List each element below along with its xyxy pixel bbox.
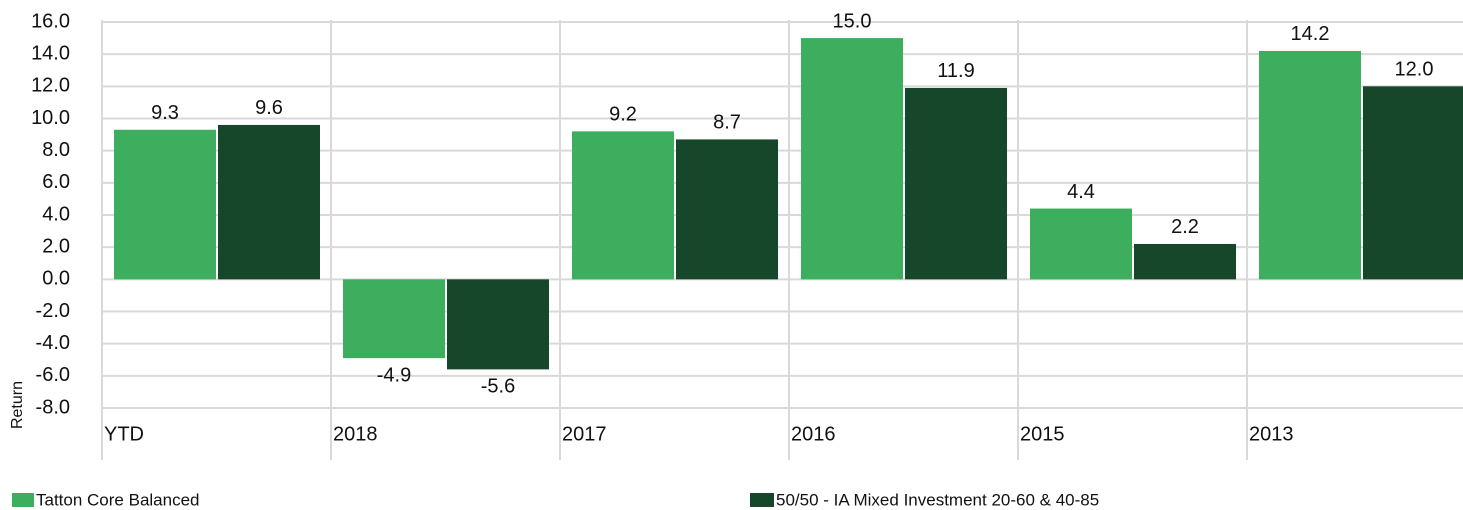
x-tick-label: 2013 [1249,423,1294,445]
bar [1030,208,1132,280]
data-label: 4.4 [1067,181,1095,203]
bar [905,87,1007,280]
y-tick-label: 8.0 [42,139,70,161]
bar [572,131,674,280]
y-axis-label: Return [9,381,26,429]
bar [218,124,320,280]
data-label: 15.0 [833,10,872,32]
x-tick-label: YTD [104,423,144,445]
legend-label: 50/50 - IA Mixed Investment 20-60 & 40-8… [776,490,1099,509]
data-label: 2.2 [1171,216,1199,238]
y-tick-label: 10.0 [31,107,70,129]
x-tick-label: 2017 [562,423,607,445]
y-tick-label: 0.0 [42,268,70,290]
data-label: 8.7 [713,112,741,134]
y-tick-label: -6.0 [36,364,70,386]
bar [1134,243,1236,280]
legend-swatch [750,493,774,507]
data-label: 9.3 [151,102,179,124]
y-tick-label: 4.0 [42,203,70,225]
y-tick-label: 14.0 [31,42,70,64]
x-tick-label: 2018 [333,423,378,445]
bar [1363,86,1463,280]
legend-label: Tatton Core Balanced [36,490,200,509]
y-tick-label: 12.0 [31,75,70,97]
bar [343,279,445,359]
y-tick-label: -8.0 [36,396,70,418]
bar [676,139,778,280]
data-label: 12.0 [1395,59,1434,81]
data-label: 11.9 [937,60,974,82]
data-label: 9.6 [255,97,283,119]
legend-swatch [12,493,34,507]
y-tick-label: -4.0 [36,332,70,354]
data-label: -5.6 [481,376,515,398]
data-label: 14.2 [1291,23,1330,45]
bar [447,279,549,370]
bar [801,38,903,280]
y-tick-label: 6.0 [42,171,70,193]
y-tick-label: 2.0 [42,235,70,257]
y-tick-label: -2.0 [36,300,70,322]
bar [114,129,216,280]
y-tick-label: 16.0 [31,10,70,32]
data-label: 9.2 [609,104,637,126]
x-tick-label: 2015 [1020,423,1065,445]
x-tick-label: 2016 [791,423,836,445]
bar [1259,50,1361,280]
data-label: -4.9 [377,364,411,386]
